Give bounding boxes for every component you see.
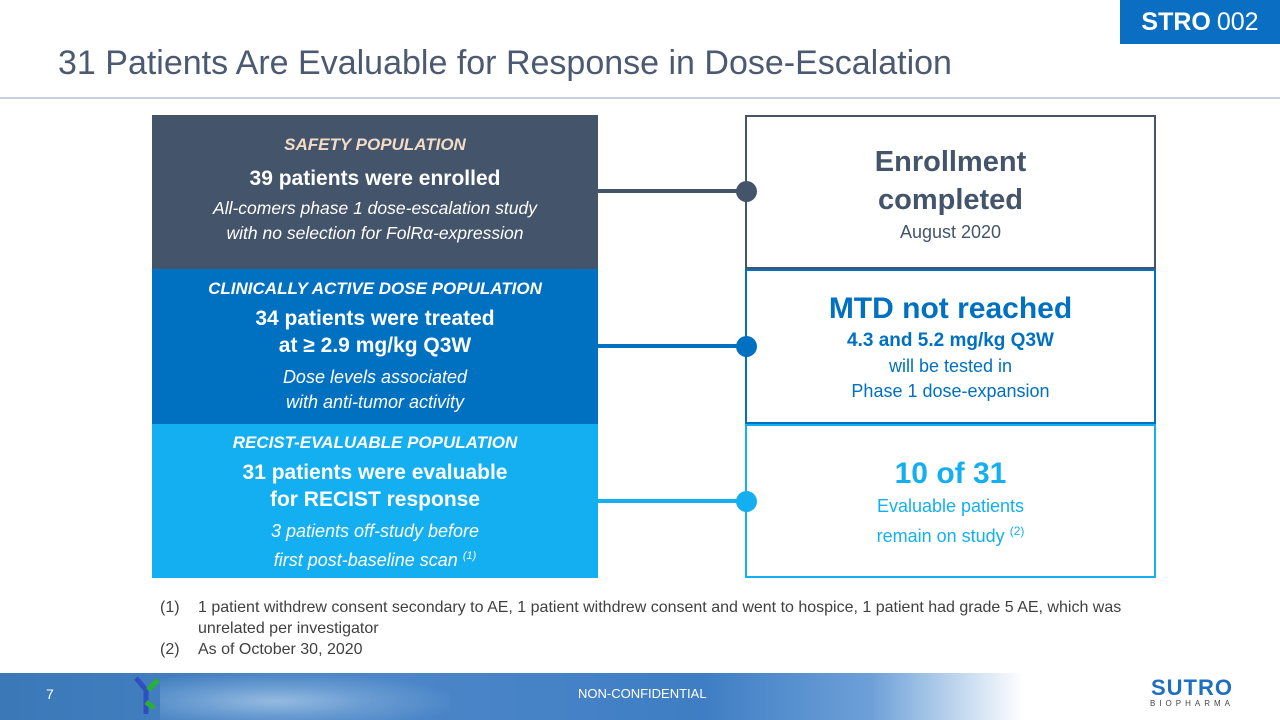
box-line: Phase 1 dose-expansion xyxy=(851,380,1050,401)
connector-line xyxy=(598,344,746,348)
box-sub: first post-baseline scan xyxy=(273,550,458,570)
footnote: (2) As of October 30, 2020 xyxy=(160,639,1148,660)
box-sub: with no selection for FolRα-expression xyxy=(226,223,524,243)
connector-line xyxy=(598,189,746,193)
box-main: at ≥ 2.9 mg/kg Q3W xyxy=(278,334,472,357)
box-header: CLINICALLY ACTIVE DOSE POPULATION xyxy=(208,279,542,298)
box-line: Evaluable patients xyxy=(876,495,1025,516)
page-title: 31 Patients Are Evaluable for Response i… xyxy=(58,44,952,82)
footnotes: (1) 1 patient withdrew consent secondary … xyxy=(160,597,1148,660)
box-line: will be tested in xyxy=(888,355,1013,376)
sutro-logo: SUTRO BIOPHARMA xyxy=(1132,675,1252,709)
box-main: 34 patients were treated xyxy=(255,307,495,330)
antibody-icon xyxy=(134,676,160,714)
box-header: RECIST-EVALUABLE POPULATION xyxy=(232,433,518,452)
box-sub: Dose levels associated xyxy=(282,367,468,387)
on-study-box: 10 of 31 Evaluable patients remain on st… xyxy=(745,424,1156,578)
box-sub: All-comers phase 1 dose-escalation study xyxy=(213,198,537,218)
badge-number: 002 xyxy=(1216,7,1259,36)
footnote-ref: (2) xyxy=(1009,523,1025,538)
footnote-number: (2) xyxy=(160,641,180,658)
cell-image xyxy=(160,673,450,720)
box-title: Enrollment xyxy=(874,145,1027,178)
box-title: 10 of 31 xyxy=(894,456,1007,490)
box-dose: 4.3 and 5.2 mg/kg Q3W xyxy=(847,329,1054,351)
footnote-text: As of October 30, 2020 xyxy=(198,641,363,658)
logo-subtext: BIOPHARMA xyxy=(1149,699,1234,708)
page-number: 7 xyxy=(46,686,54,702)
box-header: SAFETY POPULATION xyxy=(284,135,466,154)
box-title: completed xyxy=(877,183,1024,216)
box-main: 39 patients were enrolled xyxy=(249,167,501,190)
enrollment-box: Enrollment completed August 2020 xyxy=(745,115,1156,269)
connector-dot xyxy=(736,181,757,202)
recist-population-box: RECIST-EVALUABLE POPULATION 31 patients … xyxy=(152,424,598,578)
footnote-text: 1 patient withdrew consent secondary to … xyxy=(198,599,1122,637)
product-badge: STRO 002 xyxy=(1120,0,1280,44)
connector-dot xyxy=(736,491,757,512)
logo-text: SUTRO xyxy=(1151,675,1233,700)
mtd-box: MTD not reached 4.3 and 5.2 mg/kg Q3W wi… xyxy=(745,269,1156,424)
footnote-number: (1) xyxy=(160,599,180,616)
badge-bold: STRO xyxy=(1141,7,1211,36)
footnote: (1) 1 patient withdrew consent secondary … xyxy=(160,597,1148,639)
safety-population-box: SAFETY POPULATION 39 patients were enrol… xyxy=(152,115,598,269)
title-divider xyxy=(0,97,1280,99)
connector-dot xyxy=(736,336,757,357)
confidentiality-label: NON-CONFIDENTIAL xyxy=(578,686,707,701)
box-sub: with anti-tumor activity xyxy=(285,392,465,412)
box-line: remain on study xyxy=(876,525,1005,546)
box-main: 31 patients were evaluable xyxy=(242,461,508,484)
box-sub: 3 patients off-study before xyxy=(270,521,480,541)
box-date: August 2020 xyxy=(899,221,1002,242)
box-title: MTD not reached xyxy=(828,291,1073,325)
clinical-population-box: CLINICALLY ACTIVE DOSE POPULATION 34 pat… xyxy=(152,269,598,424)
box-main: for RECIST response xyxy=(269,488,481,511)
connector-line xyxy=(598,499,746,503)
footnote-ref: (1) xyxy=(462,550,477,562)
